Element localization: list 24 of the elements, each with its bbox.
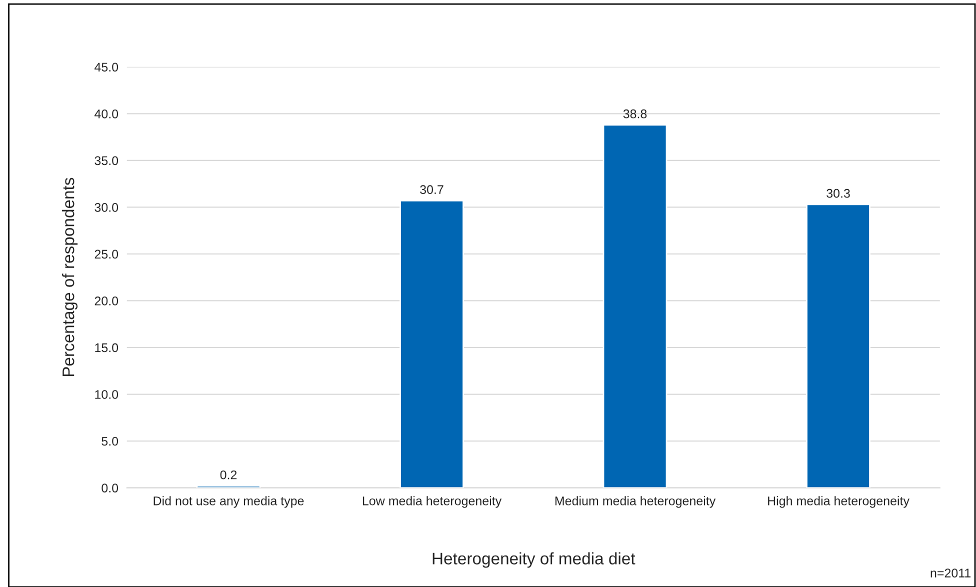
data-label: 30.3 [826, 188, 850, 198]
y-tick-label: 10.0 [95, 390, 118, 399]
data-label: 30.7 [420, 185, 444, 194]
y-tick-label: 35.0 [94, 156, 118, 166]
text: n=2011 [930, 568, 971, 578]
y-tick-label: 25.0 [94, 250, 118, 259]
y-tick-label: 5.0 [102, 436, 118, 446]
y-tick-label: 15.0 [95, 343, 118, 352]
x-axis-title: Heterogeneity of media diet [432, 552, 636, 568]
y-tick-label: 0.0 [102, 484, 118, 492]
data-label: 38.8 [623, 109, 647, 118]
x-tick-label: High media heterogeneity [768, 496, 910, 508]
y-axis-title: Percentage of respondents [62, 178, 78, 376]
data-label: 0.2 [220, 470, 237, 480]
y-tick-label: 20.0 [94, 296, 118, 306]
y-tick-label: 40.0 [94, 109, 118, 118]
x-tick-label: Low media heterogeneity [362, 496, 502, 508]
x-tick-label: Medium media heterogeneity [555, 496, 716, 508]
bar [602, 124, 668, 488]
y-tick-label: 45.0 [94, 62, 118, 72]
y-tick-label: 30.0 [94, 203, 118, 212]
bar [806, 204, 870, 488]
x-tick-label: Did not use any media type [154, 496, 304, 508]
bar [400, 200, 464, 488]
